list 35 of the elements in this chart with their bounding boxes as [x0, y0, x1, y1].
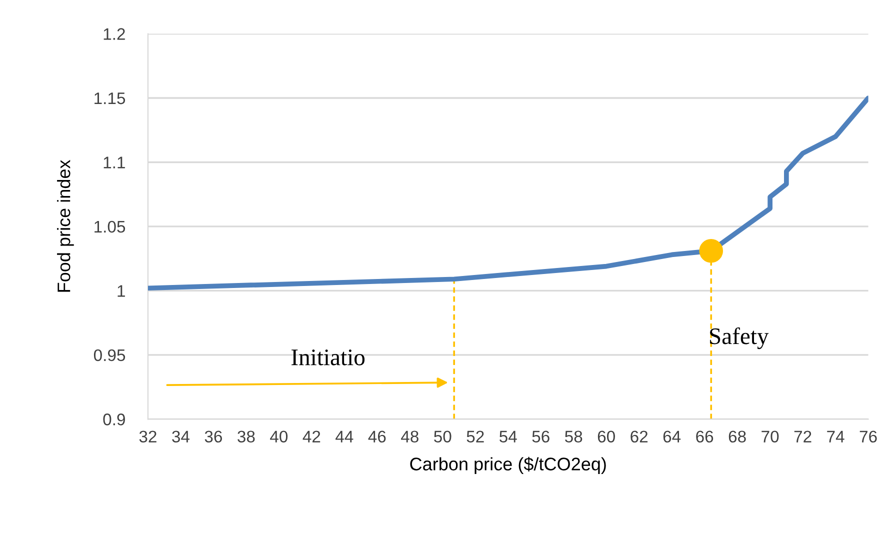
- x-tick-label: 36: [204, 430, 222, 443]
- annotation: Safety: [710, 327, 769, 350]
- x-tick-label: 48: [401, 430, 418, 443]
- x-tick-label: 42: [302, 430, 320, 442]
- x-tick-label: 46: [368, 430, 386, 443]
- x-tick-label: 56: [532, 430, 550, 443]
- x-tick-label: 50: [434, 430, 452, 443]
- x-tick-label: 38: [238, 430, 255, 443]
- annotation: Initiatio: [292, 349, 365, 366]
- y-tick-label: 1.1: [104, 156, 125, 168]
- y-tick-label: 0.95: [94, 349, 126, 362]
- x-tick-label: 66: [696, 430, 714, 443]
- x-tick-label: 58: [565, 430, 582, 443]
- line-series: [148, 96, 868, 291]
- x-tick-label: 40: [270, 430, 288, 443]
- x-tick-label: 72: [794, 430, 812, 442]
- x-tick-label: 64: [663, 430, 681, 443]
- y-axis-title: Food price index: [57, 160, 74, 292]
- x-tick-label: 54: [500, 430, 517, 443]
- y-tick-label: 1.05: [94, 220, 126, 233]
- x-tick-label: 70: [762, 430, 779, 443]
- x-tick-label: 34: [172, 430, 190, 443]
- x-tick-label: 32: [139, 430, 156, 443]
- x-tick-label: 68: [728, 430, 746, 443]
- y-tick-label: 1.2: [104, 28, 125, 40]
- x-tick-label: 74: [827, 430, 844, 442]
- x-tick-label: 62: [630, 430, 648, 443]
- x-tick-label: 76: [860, 430, 877, 443]
- x-axis-title: Carbon price ($/tCO2eq): [410, 456, 606, 474]
- y-tick-label: 1.15: [94, 92, 126, 104]
- y-tick-label: 1: [118, 285, 125, 297]
- x-tick-label: 52: [466, 430, 484, 443]
- x-tick-label: 60: [598, 430, 615, 443]
- y-tick-label: 0.9: [103, 414, 125, 426]
- x-tick-label: 44: [336, 430, 354, 442]
